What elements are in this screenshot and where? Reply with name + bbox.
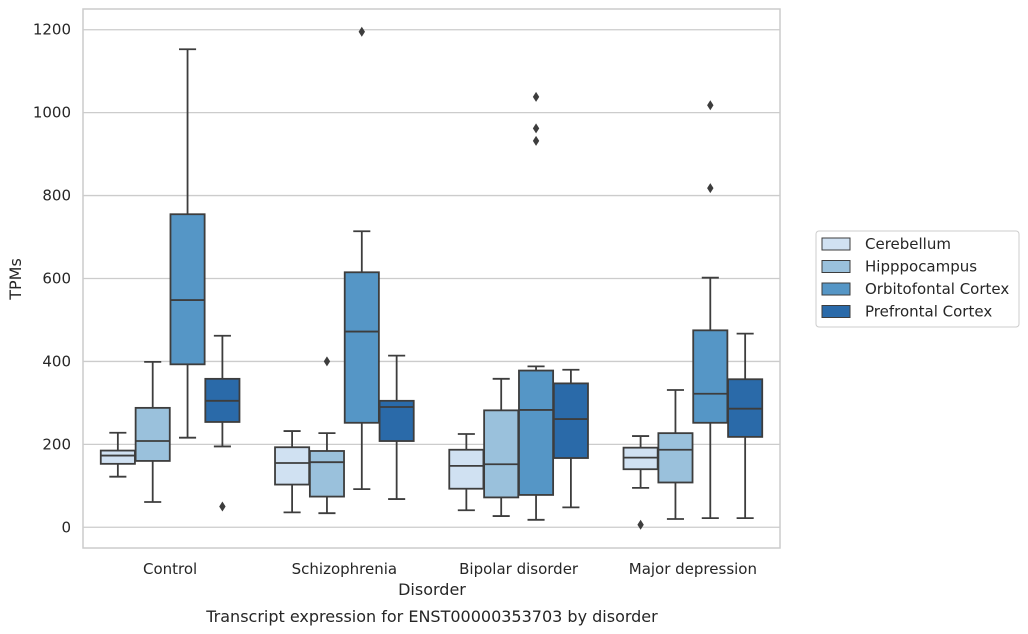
y-tick-label: 1200 bbox=[33, 21, 71, 39]
outlier-point bbox=[637, 519, 644, 530]
box-cerebellum bbox=[622, 435, 659, 530]
y-axis-label: TPMs bbox=[6, 258, 25, 301]
box-iqr bbox=[308, 450, 345, 498]
box-cerebellum bbox=[274, 430, 311, 514]
legend-label: Orbitofontal Cortex bbox=[865, 280, 1009, 298]
box-iqr bbox=[518, 369, 555, 496]
x-tick-label: Bipolar disorder bbox=[459, 560, 579, 578]
outlier-point bbox=[219, 501, 226, 512]
box-hipppocampus bbox=[483, 377, 520, 517]
outlier-point bbox=[707, 183, 714, 194]
outlier-point bbox=[532, 91, 540, 102]
box-orbitofontal-cortex bbox=[343, 26, 380, 491]
y-tick-label: 600 bbox=[42, 270, 71, 288]
box-hipppocampus bbox=[308, 356, 345, 515]
box-hipppocampus bbox=[134, 360, 171, 503]
outlier-point bbox=[707, 100, 714, 111]
box-iqr bbox=[552, 382, 589, 459]
outlier-point bbox=[532, 123, 540, 134]
legend-label: Cerebellum bbox=[865, 235, 951, 253]
box-iqr bbox=[274, 446, 311, 486]
x-tick-label: Major depression bbox=[629, 560, 757, 578]
x-axis-ticks: Control Schizophrenia Bipolar disorder Majo… bbox=[143, 560, 757, 578]
box-hipppocampus bbox=[657, 389, 694, 520]
box-iqr bbox=[169, 213, 206, 366]
box-orbitofontal-cortex bbox=[692, 100, 729, 520]
y-tick-label: 400 bbox=[42, 352, 71, 370]
box-iqr bbox=[343, 271, 380, 424]
plot-area-frame bbox=[82, 8, 781, 549]
y-tick-label: 0 bbox=[61, 518, 71, 536]
boxes bbox=[99, 26, 764, 530]
box-prefrontal-cortex bbox=[204, 334, 241, 512]
legend-swatch bbox=[821, 237, 851, 251]
legend-swatch bbox=[821, 305, 851, 318]
box-cerebellum bbox=[448, 433, 485, 512]
legend-label: Prefrontal Cortex bbox=[865, 303, 992, 321]
legend-items: Cerebellum Hipppocampus Orbitofontal Corte… bbox=[821, 235, 1009, 321]
x-tick-label: Schizophrenia bbox=[292, 560, 397, 578]
legend-frame bbox=[815, 230, 1020, 328]
box-prefrontal-cortex bbox=[727, 332, 764, 520]
box-iqr bbox=[483, 409, 520, 499]
box-prefrontal-cortex bbox=[378, 354, 415, 500]
box-iqr bbox=[134, 406, 171, 462]
box-iqr bbox=[99, 449, 136, 465]
legend-label: Hipppocampus bbox=[865, 258, 977, 276]
outlier-point bbox=[323, 356, 331, 367]
box-iqr bbox=[448, 448, 485, 490]
box-prefrontal-cortex bbox=[552, 368, 589, 509]
box-iqr bbox=[657, 432, 694, 484]
legend: Cerebellum Hipppocampus Orbitofontal Corte… bbox=[815, 230, 1020, 328]
x-axis-label: Disorder bbox=[398, 580, 466, 599]
y-tick-label: 200 bbox=[42, 435, 71, 453]
box-orbitofontal-cortex bbox=[169, 48, 206, 439]
box-iqr bbox=[692, 329, 729, 424]
chart-caption: Transcript expression for ENST0000035370… bbox=[205, 607, 658, 626]
y-axis-ticks: 0 200 400 600 800 1000 1200 bbox=[33, 21, 71, 537]
outlier-point bbox=[532, 135, 540, 146]
box-orbitofontal-cortex bbox=[518, 91, 555, 521]
outlier-point bbox=[358, 26, 365, 37]
box-cerebellum bbox=[99, 431, 136, 478]
legend-swatch bbox=[821, 260, 851, 273]
x-tick-label: Control bbox=[143, 560, 197, 578]
y-tick-label: 1000 bbox=[33, 104, 71, 122]
y-tick-label: 800 bbox=[42, 187, 71, 205]
legend-swatch bbox=[821, 282, 851, 296]
